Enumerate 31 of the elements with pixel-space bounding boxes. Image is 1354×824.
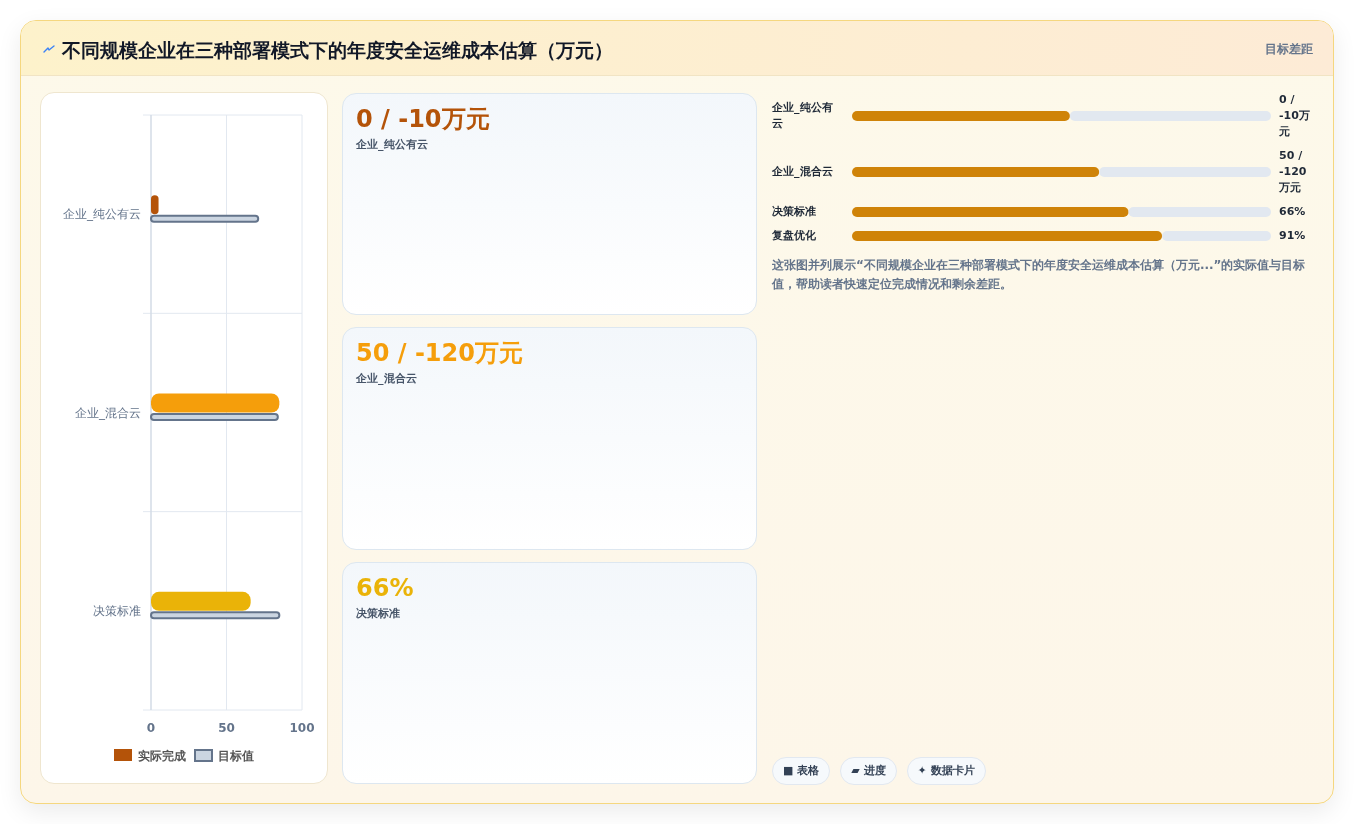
text: 91% (1279, 228, 1307, 244)
x-tick-label: 100 (289, 721, 315, 735)
text: 决策标准 (356, 605, 401, 622)
bar (151, 591, 251, 611)
y-tick-label: 决策标准 (772, 204, 817, 220)
text: 50 / -120万元 (356, 338, 524, 369)
text: ✦ 数据卡片 (906, 757, 986, 785)
x-tick-label: 50 (218, 721, 235, 735)
annotation: 这张图并列展示“不同规模企业在三种部署模式下的年度安全运维成本估算（万元...”的实际值与目标值，帮助读者快速定位完成情况和剩余差距。 (772, 257, 1307, 293)
text: 企业_混合云 (356, 371, 418, 388)
text: 0 / -10万元 (1279, 92, 1311, 140)
y-tick-label: 企业_混合云 (75, 405, 141, 420)
chart-title: 目标差距 (1265, 40, 1313, 57)
text: 0 / -10万元 (356, 104, 491, 134)
text: 企业_纯公有云 (356, 137, 429, 153)
text: 66% (356, 572, 415, 603)
y-tick-label: 复盘优化 (772, 228, 817, 244)
chart-title: 不同规模企业在三种部署模式下的年度安全运维成本估算（万元） (62, 37, 613, 62)
y-tick-label: 企业_纯公有云 (772, 100, 834, 132)
y-tick-label: 企业_纯公有云 (63, 207, 141, 222)
x-tick-label: 0 (146, 721, 156, 735)
text: ▰ 进度 (840, 757, 897, 785)
legend-label: 实际完成 (138, 748, 186, 763)
bar (151, 393, 280, 413)
bar (151, 195, 159, 215)
legend-label: 目标值 (218, 748, 254, 763)
text: ■ 表格 (772, 757, 831, 785)
text: 50 / -120万元 (1279, 148, 1308, 196)
text: 66% (1279, 204, 1307, 220)
y-tick-label: 决策标准 (93, 603, 141, 618)
y-tick-label: 企业_混合云 (772, 164, 834, 180)
